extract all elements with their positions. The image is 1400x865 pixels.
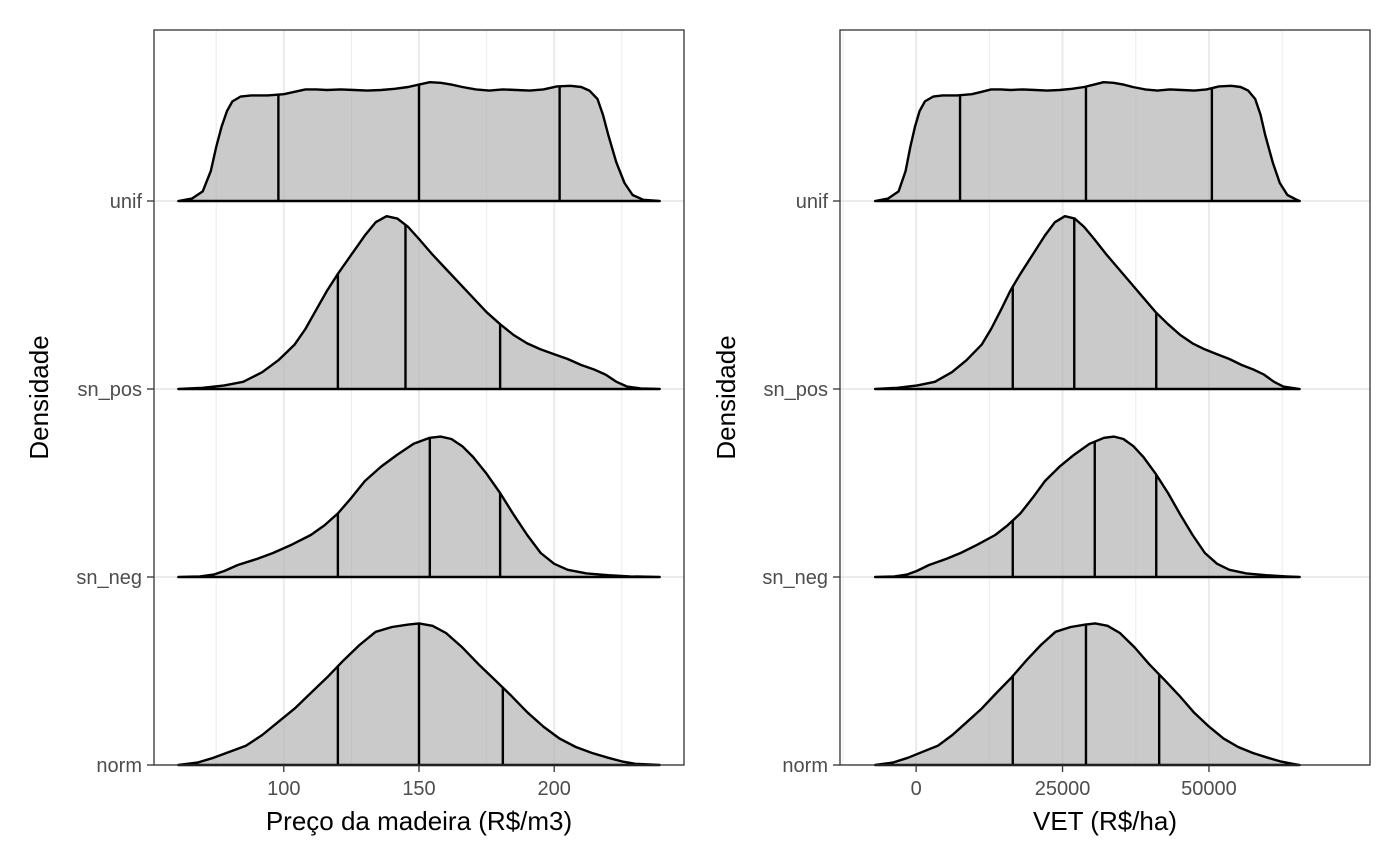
y-axis-title: Densidade — [711, 335, 741, 459]
x-tick-label: 25000 — [1035, 778, 1091, 800]
x-axis-title: Preço da madeira (R$/m3) — [266, 806, 572, 836]
ridge-sn_pos — [873, 215, 1301, 391]
y-tick-label-norm: norm — [96, 755, 142, 777]
y-tick-label-norm: norm — [782, 755, 828, 777]
ridge-unif — [177, 81, 661, 203]
x-tick-label: 150 — [402, 778, 435, 800]
x-axis-title: VET (R$/ha) — [1033, 806, 1177, 836]
x-tick-label: 0 — [911, 778, 922, 800]
x-tick-label: 50000 — [1181, 778, 1237, 800]
density-ridge-sn_pos — [177, 215, 661, 391]
y-tick-label-unif: unif — [110, 191, 143, 213]
x-tick-label: 200 — [538, 778, 571, 800]
ridge-unif — [873, 81, 1301, 203]
y-axis-title: Densidade — [24, 335, 54, 459]
y-tick-label-unif: unif — [796, 191, 829, 213]
panel-border — [839, 29, 1371, 766]
density-ridge-unif — [873, 81, 1301, 203]
density-ridge-norm — [873, 622, 1301, 767]
x-tick-label: 100 — [267, 778, 300, 800]
y-tick-label-sn_pos: sn_pos — [78, 379, 143, 401]
ridge-norm — [177, 622, 661, 767]
y-tick-label-sn_pos: sn_pos — [764, 379, 829, 401]
y-tick-label-sn_neg: sn_neg — [76, 567, 142, 589]
density-ridge-sn_neg — [873, 435, 1301, 579]
ridge-sn_neg — [177, 435, 661, 579]
y-tick-label-sn_neg: sn_neg — [762, 567, 828, 589]
density-ridge-sn_pos — [873, 215, 1301, 391]
ridge-sn_neg — [873, 435, 1301, 579]
ridge-sn_pos — [177, 215, 661, 391]
ridge-norm — [873, 622, 1301, 767]
